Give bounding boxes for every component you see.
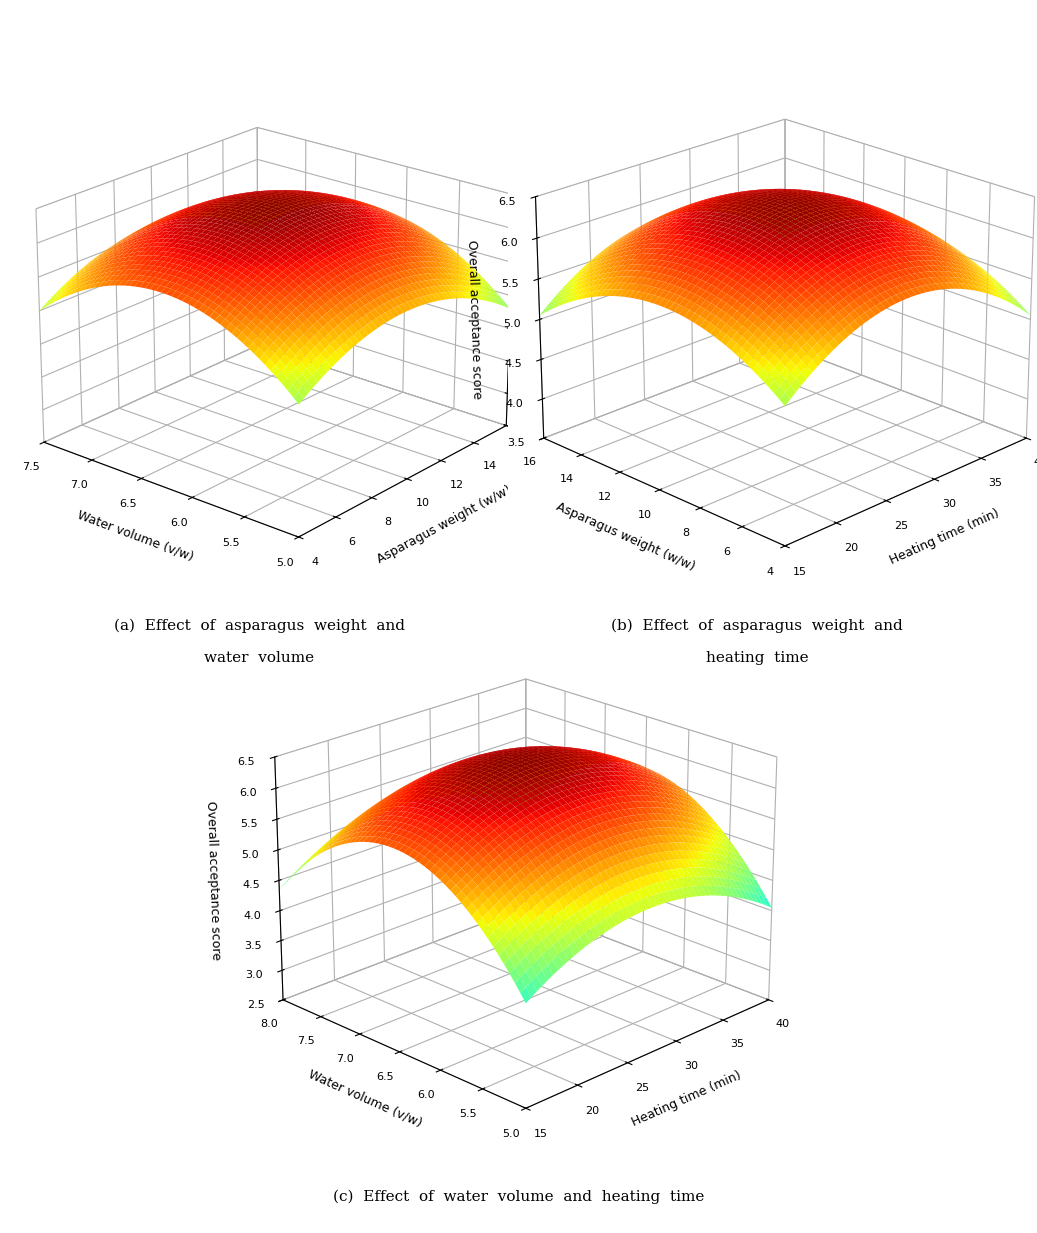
- Text: heating  time: heating time: [706, 651, 808, 665]
- Y-axis label: Asparagus weight (w/w): Asparagus weight (w/w): [374, 483, 513, 566]
- Y-axis label: Water volume (v/w): Water volume (v/w): [306, 1068, 424, 1129]
- X-axis label: Heating time (min): Heating time (min): [889, 507, 1002, 567]
- Text: (b)  Effect  of  asparagus  weight  and: (b) Effect of asparagus weight and: [611, 619, 903, 634]
- X-axis label: Water volume (v/w): Water volume (v/w): [75, 509, 195, 563]
- Text: water  volume: water volume: [204, 651, 314, 665]
- Y-axis label: Asparagus weight (w/w): Asparagus weight (w/w): [554, 501, 697, 573]
- Text: (a)  Effect  of  asparagus  weight  and: (a) Effect of asparagus weight and: [114, 619, 404, 634]
- X-axis label: Heating time (min): Heating time (min): [629, 1069, 744, 1129]
- Text: (c)  Effect  of  water  volume  and  heating  time: (c) Effect of water volume and heating t…: [333, 1190, 704, 1205]
